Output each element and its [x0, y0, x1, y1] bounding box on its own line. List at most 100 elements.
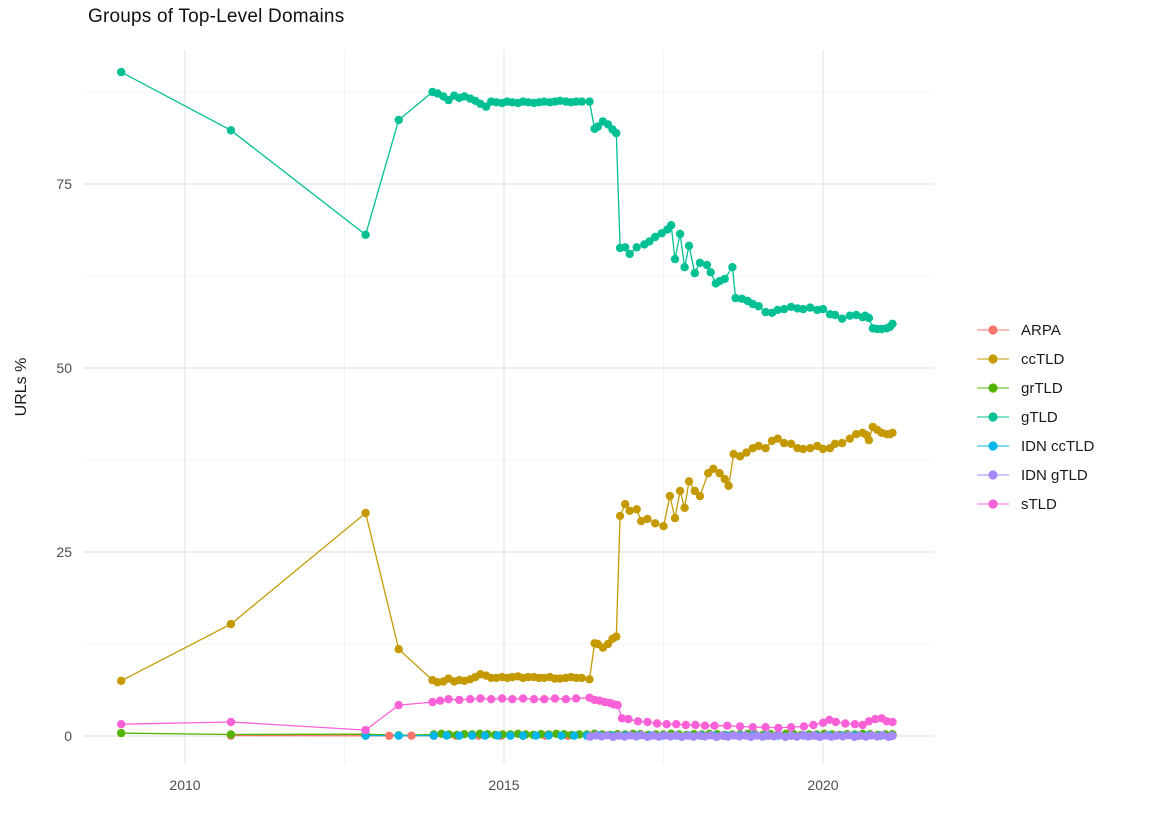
data-point	[852, 310, 861, 320]
data-point	[888, 731, 897, 740]
data-point	[786, 723, 796, 732]
data-point	[773, 305, 782, 315]
data-point	[632, 505, 641, 514]
data-point	[695, 491, 705, 501]
data-point	[577, 673, 586, 683]
data-point	[518, 731, 528, 740]
chart-title: Groups of Top-Level Domains	[88, 6, 345, 27]
data-point	[818, 304, 828, 314]
data-point	[667, 221, 676, 230]
data-point	[394, 731, 403, 740]
data-point	[117, 67, 126, 77]
data-point	[761, 723, 770, 732]
gridlines	[84, 50, 934, 764]
data-point	[467, 731, 477, 740]
data-point	[684, 241, 694, 250]
data-point	[544, 731, 553, 740]
data-point	[742, 448, 751, 457]
data-point	[625, 249, 634, 259]
legend-item-sTLD: sTLD	[976, 494, 1094, 514]
series-points-gTLD	[117, 67, 897, 334]
data-point	[407, 731, 416, 740]
data-point	[695, 258, 705, 267]
data-point	[720, 474, 729, 484]
legend-item-IDN-gTLD: IDN gTLD	[976, 465, 1094, 485]
legend-dot-icon	[988, 441, 998, 451]
data-point	[480, 731, 490, 740]
data-point	[779, 438, 789, 448]
legend-label: grTLD	[1021, 379, 1063, 397]
data-point	[799, 722, 809, 731]
data-point	[117, 728, 126, 738]
data-point	[690, 268, 699, 278]
data-point	[684, 477, 694, 486]
data-point	[493, 731, 502, 740]
line-dot-icon	[977, 412, 1009, 422]
data-point	[831, 717, 840, 727]
legend-dot-icon	[988, 412, 998, 422]
data-point	[830, 439, 840, 448]
data-point	[571, 694, 581, 703]
x-tick-label: 2020	[807, 777, 839, 793]
data-point	[361, 725, 370, 735]
data-point	[518, 694, 528, 703]
data-point	[529, 695, 539, 704]
data-point	[226, 126, 236, 135]
data-point	[691, 720, 700, 730]
data-point	[672, 720, 681, 729]
data-point	[786, 439, 796, 448]
data-point	[735, 452, 745, 461]
data-point	[577, 97, 586, 106]
legend-dot-icon	[988, 325, 998, 335]
data-point	[621, 243, 630, 252]
data-point	[436, 696, 445, 705]
data-point	[506, 731, 515, 740]
data-point	[845, 311, 854, 320]
data-point	[830, 310, 840, 320]
data-point	[585, 97, 594, 106]
data-point	[226, 717, 236, 727]
data-point	[825, 715, 834, 724]
data-point	[497, 694, 507, 703]
data-point	[508, 695, 517, 704]
series-line-gTLD	[120, 71, 893, 330]
data-point	[774, 723, 783, 733]
legend-label: IDN ccTLD	[1021, 437, 1095, 455]
data-point	[226, 619, 236, 629]
data-point	[761, 307, 770, 317]
data-point	[858, 720, 867, 730]
data-point	[702, 260, 712, 270]
legend-item-ccTLD: ccTLD	[976, 349, 1094, 369]
data-point	[633, 717, 643, 726]
data-point	[645, 237, 654, 246]
legend-item-IDN-ccTLD: IDN ccTLD	[976, 436, 1094, 456]
data-point	[593, 122, 602, 131]
data-point	[706, 268, 715, 277]
data-point	[625, 506, 634, 515]
data-point	[888, 319, 897, 328]
data-point	[557, 731, 566, 740]
data-point	[864, 717, 874, 726]
data-point	[444, 95, 453, 105]
data-point	[837, 438, 847, 448]
data-point	[818, 444, 828, 454]
legend-label: gTLD	[1021, 408, 1058, 426]
data-point	[665, 491, 675, 501]
data-point	[681, 720, 690, 730]
data-point	[670, 513, 680, 523]
data-point	[651, 232, 660, 242]
data-point	[809, 720, 818, 730]
data-point	[659, 522, 668, 531]
data-point	[690, 486, 699, 496]
data-point	[612, 632, 621, 641]
line-dot-icon	[977, 354, 1009, 364]
legend-dot-icon	[988, 499, 998, 509]
data-point	[394, 115, 403, 125]
data-point	[850, 720, 860, 729]
x-tick-label: 2015	[488, 777, 520, 793]
data-point	[624, 714, 633, 724]
data-point	[724, 481, 733, 490]
y-tick-label: 75	[56, 176, 72, 192]
legend-item-grTLD: grTLD	[976, 378, 1094, 398]
data-point	[613, 700, 622, 710]
